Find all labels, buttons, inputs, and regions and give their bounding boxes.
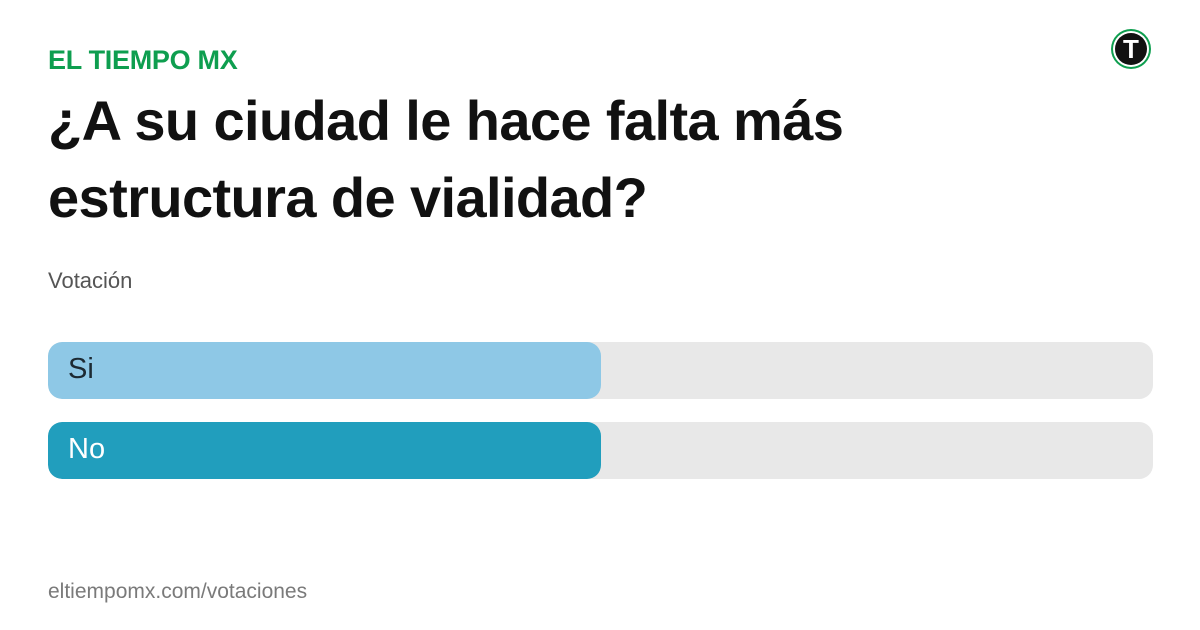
el-tiempo-t-logo-icon: T (1110, 28, 1152, 70)
poll-option-si[interactable]: Si (48, 342, 1153, 399)
brand-name: EL TIEMPO MX (48, 45, 238, 75)
footer-url-link[interactable]: eltiempomx.com/votaciones (48, 580, 308, 603)
svg-text:T: T (1123, 34, 1139, 64)
poll-options: Si No (48, 342, 1153, 502)
poll-option-label: No (68, 433, 106, 465)
poll-option-no[interactable]: No (48, 422, 1153, 479)
poll-subtitle: Votación (48, 268, 133, 293)
poll-question-title: ¿A su ciudad le hace falta más estructur… (48, 89, 844, 229)
poll-option-fill-bar (48, 342, 601, 399)
poll-option-label: Si (68, 353, 94, 385)
poll-option-fill-bar (48, 422, 601, 479)
